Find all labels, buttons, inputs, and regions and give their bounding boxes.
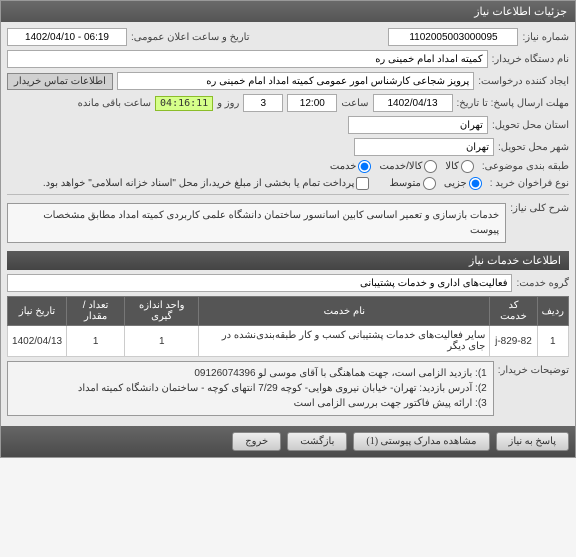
th-unit: واحد اندازه گیری bbox=[125, 297, 199, 326]
province-input[interactable] bbox=[348, 116, 488, 134]
footer-bar: پاسخ به نیاز مشاهده مدارک پیوستی (1) باز… bbox=[1, 426, 575, 457]
need-number-input[interactable] bbox=[388, 28, 518, 46]
province-label: استان محل تحویل: bbox=[492, 120, 569, 131]
class-label: طبقه بندی موضوعی: bbox=[482, 161, 569, 172]
th-code: کد خدمت bbox=[490, 297, 537, 326]
class-goods-radio[interactable]: کالا bbox=[445, 160, 474, 173]
need-title-label: شرح کلی نیاز: bbox=[510, 199, 569, 214]
cell-code: j-829-82 bbox=[490, 326, 537, 357]
ptype-small-radio[interactable]: جزیی bbox=[444, 177, 482, 190]
city-input[interactable] bbox=[354, 138, 494, 156]
table-row: 1 j-829-82 سایر فعالیت‌های خدمات پشتیبان… bbox=[8, 326, 569, 357]
th-index: ردیف bbox=[537, 297, 568, 326]
cell-unit: 1 bbox=[125, 326, 199, 357]
announce-input[interactable] bbox=[7, 28, 127, 46]
payment-note-label: پرداخت تمام یا بخشی از مبلغ خرید،از محل … bbox=[43, 178, 355, 189]
payment-checkbox[interactable]: پرداخت تمام یا بخشی از مبلغ خرید،از محل … bbox=[43, 177, 370, 190]
deadline-date-input[interactable] bbox=[373, 94, 453, 112]
service-table: ردیف کد خدمت نام خدمت واحد اندازه گیری ت… bbox=[7, 296, 569, 357]
creator-label: ایجاد کننده درخواست: bbox=[478, 76, 569, 87]
cell-date: 1402/04/13 bbox=[8, 326, 67, 357]
buyer-notes-box: 1): بازدید الزامی است، جهت هماهنگی با آق… bbox=[7, 361, 494, 416]
ptype-small-label: جزیی bbox=[444, 178, 467, 189]
th-qty: تعداد / مقدار bbox=[67, 297, 125, 326]
cell-index: 1 bbox=[537, 326, 568, 357]
class-goods-label: کالا bbox=[445, 161, 459, 172]
cell-qty: 1 bbox=[67, 326, 125, 357]
announce-label: تاریخ و ساعت اعلان عمومی: bbox=[131, 32, 250, 43]
purchase-type-label: نوع فراخوان خرید : bbox=[490, 178, 569, 189]
class-servonly-radio[interactable]: خدمت bbox=[330, 160, 372, 173]
city-label: شهر محل تحویل: bbox=[498, 142, 569, 153]
table-header-row: ردیف کد خدمت نام خدمت واحد اندازه گیری ت… bbox=[8, 297, 569, 326]
deadline-label: مهلت ارسال پاسخ: تا تاریخ: bbox=[457, 98, 569, 109]
contact-buyer-button[interactable]: اطلاعات تماس خریدار bbox=[7, 73, 113, 90]
service-group-label: گروه خدمت: bbox=[516, 278, 569, 289]
back-button[interactable]: بازگشت bbox=[287, 432, 347, 451]
days-remain-input[interactable] bbox=[243, 94, 283, 112]
buyer-notes-label: توضیحات خریدار: bbox=[498, 361, 569, 376]
deadline-time-input[interactable] bbox=[287, 94, 337, 112]
time-label: ساعت bbox=[341, 98, 368, 109]
title-bar: جزئیات اطلاعات نیاز bbox=[1, 1, 575, 22]
class-service-radio[interactable]: کالا/خدمت bbox=[379, 160, 437, 173]
cell-name: سایر فعالیت‌های خدمات پشتیبانی کسب و کار… bbox=[199, 326, 490, 357]
creator-input[interactable] bbox=[117, 72, 474, 90]
need-number-label: شماره نیاز: bbox=[522, 32, 569, 43]
form-body: شماره نیاز: تاریخ و ساعت اعلان عمومی: نا… bbox=[1, 22, 575, 426]
th-name: نام خدمت bbox=[199, 297, 490, 326]
window: جزئیات اطلاعات نیاز شماره نیاز: تاریخ و … bbox=[0, 0, 576, 458]
separator bbox=[7, 194, 569, 195]
ptype-medium-radio[interactable]: متوسط bbox=[389, 177, 435, 190]
service-group-input[interactable] bbox=[7, 274, 512, 292]
service-info-header: اطلاعات خدمات نیاز bbox=[7, 251, 569, 270]
reply-button[interactable]: پاسخ به نیاز bbox=[496, 432, 570, 451]
remain-label: ساعت باقی مانده bbox=[78, 98, 151, 109]
th-date: تاریخ نیاز bbox=[8, 297, 67, 326]
need-title-box: خدمات بازسازی و تعمیر اساسی کابین اسانسو… bbox=[7, 203, 506, 243]
countdown-timer: 04:16:11 bbox=[155, 96, 213, 111]
days-label: روز و bbox=[217, 98, 239, 109]
buyer-org-label: نام دستگاه خریدار: bbox=[492, 54, 569, 65]
ptype-medium-label: متوسط bbox=[389, 178, 420, 189]
attachments-button[interactable]: مشاهده مدارک پیوستی (1) bbox=[353, 432, 489, 451]
buyer-org-input[interactable] bbox=[7, 50, 488, 68]
window-title: جزئیات اطلاعات نیاز bbox=[474, 6, 567, 18]
class-service-label: کالا/خدمت bbox=[379, 161, 422, 172]
class-servonly-label: خدمت bbox=[330, 161, 357, 172]
exit-button[interactable]: خروج bbox=[232, 432, 281, 451]
